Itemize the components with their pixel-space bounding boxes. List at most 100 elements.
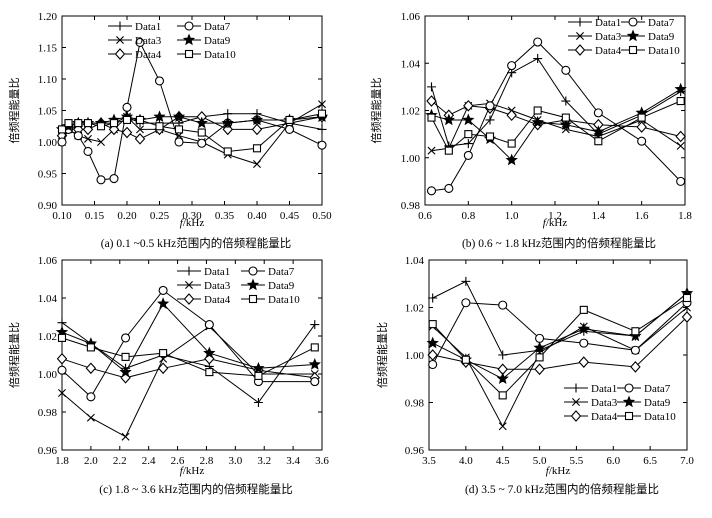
data-point-star (156, 297, 170, 309)
legend-item-data7: Data7 (177, 21, 231, 33)
data-point-circle (485, 101, 495, 111)
series-data3 (58, 100, 326, 169)
data-point-square (498, 391, 507, 400)
x-tick-label: 1.2 (548, 210, 562, 222)
data-point-diamond (251, 123, 263, 136)
data-point-diamond (681, 311, 693, 323)
legend-marker-star (182, 33, 196, 46)
legend: Data1 Data7 Data3 Data9 Data4 Data10 (177, 266, 300, 306)
x-tick-label: 1.8 (678, 210, 692, 222)
x-tick-label: 0.50 (312, 210, 332, 222)
legend-item-data1: Data1 (108, 21, 161, 33)
data-point-circle (122, 102, 132, 112)
x-tick-label: 5.0 (533, 455, 547, 467)
legend-item-data4: Data4 (177, 293, 231, 306)
series-data7 (57, 285, 320, 402)
series-data10 (57, 333, 319, 380)
y-tick-label: 1.06 (401, 11, 421, 23)
data-point-plus (317, 124, 327, 134)
x-axis-label: f/kHz (546, 465, 571, 477)
x-tick-label: 7.0 (680, 455, 694, 467)
data-point-square (631, 327, 640, 336)
data-point-diamond (636, 121, 647, 133)
data-point-square (594, 137, 603, 146)
x-tick-label: 2.4 (142, 455, 156, 467)
data-point-plus (57, 318, 67, 328)
data-point-circle (73, 131, 83, 141)
legend-item-data7: Data7 (621, 17, 675, 29)
legend-marker-square (628, 45, 638, 55)
series-line (432, 297, 688, 397)
data-point-square (197, 128, 206, 137)
x-tick-label: 0.15 (85, 210, 105, 222)
x-tick-label: 0.25 (150, 210, 170, 222)
legend-item-data7: Data7 (617, 383, 671, 395)
data-point-diamond (157, 362, 169, 375)
data-point-star (592, 125, 605, 138)
data-point-square (122, 115, 132, 124)
legend-label: Data7 (204, 21, 231, 33)
data-point-x (498, 422, 507, 431)
data-point-diamond (134, 133, 146, 145)
legend: Data1 Data7 Data3 Data9 Data4 Data10 (564, 383, 676, 423)
data-point-circle (284, 124, 295, 134)
data-point-circle (154, 76, 165, 86)
data-point-circle (637, 136, 647, 146)
data-point-square (310, 343, 319, 352)
series-data7 (426, 37, 686, 196)
legend-item-data9: Data9 (617, 395, 671, 409)
data-point-diamond (630, 361, 641, 373)
data-point-square (121, 352, 130, 361)
legend-marker-circle (624, 383, 634, 393)
x-tick-label: 6.0 (606, 455, 620, 467)
data-point-star (577, 322, 590, 335)
data-point-diamond (506, 109, 517, 122)
legend-label: Data7 (268, 266, 295, 278)
data-point-square (174, 125, 184, 134)
series-line (61, 302, 315, 373)
x-tick-label: 4.5 (496, 455, 510, 467)
chart-panel-2: 0.6 0.8 1.0 1.2 1.4 1.6 1.8 0.98 1.00 1.02 1.04 1.0… (369, 11, 692, 250)
data-point-square (507, 139, 516, 148)
x-tick-label: 0.40 (247, 210, 267, 222)
x-tick-label: 0.20 (117, 210, 137, 222)
data-point-circle (444, 183, 454, 194)
data-point-square (637, 113, 646, 122)
x-axis-label-unit: /kHz (183, 217, 205, 229)
x-tick-label: 0.45 (280, 210, 300, 222)
x-tick-label: 1.4 (591, 210, 605, 222)
series-line (431, 57, 681, 147)
chart-panel-1: 0.10 0.15 0.20 0.25 0.30 0.35 0.40 0.45 0.50 0.90… (7, 11, 332, 250)
legend-label: Data10 (648, 45, 680, 57)
series-data10 (428, 293, 692, 400)
data-point-square (96, 122, 106, 131)
legend-marker-x (116, 36, 124, 44)
legend-label: Data1 (204, 266, 230, 278)
data-point-plus (461, 276, 471, 286)
legend-label: Data3 (595, 31, 622, 43)
panel-caption: (c) 1.8 ~ 3.6 kHz范围内的倍频程能量比 (99, 482, 292, 496)
data-point-star (153, 110, 166, 123)
legend-marker-x (572, 398, 580, 406)
data-point-star (442, 113, 455, 126)
legend-marker-diamond (114, 48, 126, 60)
legend-label: Data4 (595, 45, 622, 57)
data-point-diamond (85, 362, 97, 375)
legend-marker-x (185, 281, 193, 289)
series-line (431, 41, 682, 192)
legend-marker-circle (628, 17, 638, 27)
y-axis-label: 倍频程能量比 (7, 78, 21, 144)
legend-label: Data9 (204, 35, 231, 47)
series-data7 (57, 37, 327, 185)
data-point-star (559, 118, 572, 130)
data-point-star (308, 358, 321, 370)
y-tick-label: 0.98 (38, 407, 58, 419)
x-tick-label: 4.0 (459, 455, 473, 467)
data-point-square (57, 333, 67, 342)
data-point-diamond (56, 352, 68, 365)
data-point-circle (86, 392, 96, 402)
legend-item-data4: Data4 (108, 48, 162, 61)
y-tick-label: 1.04 (38, 293, 58, 305)
legend-label: Data3 (591, 397, 618, 409)
